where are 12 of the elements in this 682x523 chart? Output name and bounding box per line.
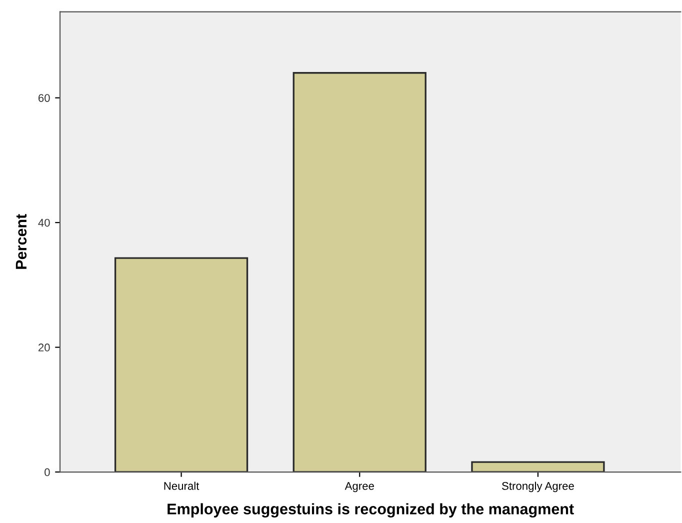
y-tick-label: 40 bbox=[38, 218, 50, 227]
x-tick-label: Agree bbox=[344, 482, 374, 492]
y-axis-title: Percent bbox=[16, 214, 27, 269]
x-tick-label: Neuralt bbox=[164, 482, 200, 490]
bar bbox=[471, 461, 605, 472]
y-tick-label: 20 bbox=[38, 344, 50, 352]
x-tick-label: Strongly Agree bbox=[502, 482, 574, 492]
x-axis-title: Employee suggestuins is recognized by the managment bbox=[168, 503, 574, 518]
y-tick-label: 60 bbox=[38, 94, 50, 102]
bar bbox=[114, 257, 248, 472]
y-tick-label: 0 bbox=[44, 468, 50, 476]
bar bbox=[292, 72, 426, 472]
